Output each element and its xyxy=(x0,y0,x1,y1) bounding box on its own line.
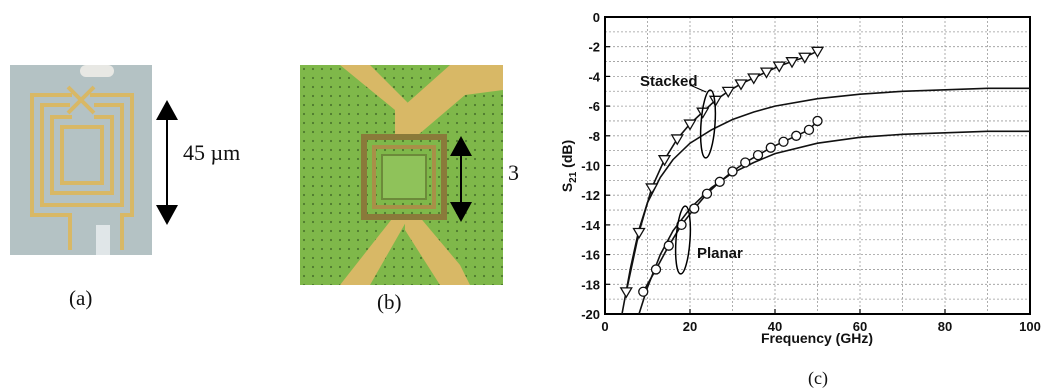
panel-label-c: (c) xyxy=(808,368,828,388)
measured-series xyxy=(619,46,825,299)
data-point-stacked xyxy=(798,52,812,64)
x-axis-title: Frequency (GHz) xyxy=(761,330,873,346)
model-curve-1 xyxy=(621,87,1030,315)
data-point-planar xyxy=(727,166,738,177)
micrograph-a-feed-bottom xyxy=(96,225,110,255)
data-point-planar xyxy=(765,142,776,153)
data-point-stacked xyxy=(708,95,723,107)
panel-label-a: (a) xyxy=(69,286,93,310)
y-axis-title: S21 (dB) xyxy=(559,140,579,192)
data-point-stacked xyxy=(619,287,633,299)
x-tick-label: 60 xyxy=(853,319,867,334)
x-tick-label: 0 xyxy=(601,319,608,334)
micrograph-b xyxy=(300,65,503,285)
x-tick-label: 20 xyxy=(683,319,697,334)
dimension-label-a: 45 µm xyxy=(183,140,241,165)
data-point-planar xyxy=(791,130,802,141)
micrograph-b-traces xyxy=(340,65,503,285)
y-tick-label: -2 xyxy=(588,40,600,55)
y-tick-label: -18 xyxy=(581,277,600,292)
data-point-stacked xyxy=(759,67,774,79)
y-tick-label: -14 xyxy=(581,218,601,233)
micrograph-b-coil xyxy=(361,134,447,220)
data-point-planar xyxy=(701,188,713,199)
y-tick-label: -16 xyxy=(581,248,600,263)
data-point-planar xyxy=(778,136,789,147)
stacked-callout-leader xyxy=(689,84,707,93)
x-tick-label: 100 xyxy=(1019,319,1041,334)
planar-callout-ellipse xyxy=(674,205,692,275)
dimension-arrow-b xyxy=(450,136,472,222)
data-point-planar xyxy=(803,124,815,136)
dimension-label-b: 3 xyxy=(508,160,519,185)
data-point-stacked xyxy=(645,183,659,195)
panel-label-b: (b) xyxy=(377,290,402,314)
data-point-stacked xyxy=(747,73,761,85)
data-point-stacked xyxy=(734,79,748,91)
micrograph-a-coil xyxy=(30,85,134,250)
series-line-planar xyxy=(642,120,819,293)
data-point-stacked xyxy=(810,46,825,58)
data-point-stacked xyxy=(721,86,735,99)
data-point-stacked xyxy=(657,155,672,167)
dimension-arrow-a xyxy=(156,100,178,225)
data-point-stacked xyxy=(785,57,799,69)
data-point-planar xyxy=(638,286,649,297)
y-tick-label: -6 xyxy=(588,99,600,114)
data-point-stacked xyxy=(683,119,697,131)
y-tick-label: -8 xyxy=(588,129,600,144)
data-point-stacked xyxy=(670,134,684,146)
y-tick-label: -4 xyxy=(588,69,600,84)
model-curves xyxy=(621,87,1030,315)
data-point-planar xyxy=(740,157,751,168)
model-curve-2 xyxy=(638,130,1030,315)
micrograph-a-pad-top xyxy=(80,65,114,77)
stacked-callout-ellipse xyxy=(699,89,717,159)
y-tick-label: -12 xyxy=(581,188,600,203)
data-point-planar xyxy=(752,149,764,161)
series-label-stacked: Stacked xyxy=(640,73,698,90)
data-point-planar xyxy=(663,240,674,251)
data-point-planar xyxy=(812,115,823,127)
tick-labels: 0 20 40 60 80 100 0 -2 -4 -6 -8 -10 -12 -14 -16 -18 -20 xyxy=(581,10,1041,334)
micrograph-a xyxy=(10,65,152,255)
y-tick-label: -20 xyxy=(581,307,600,322)
data-point-planar xyxy=(689,203,700,214)
series-label-planar: Planar xyxy=(697,245,743,262)
data-point-stacked xyxy=(632,227,646,240)
x-tick-label: 40 xyxy=(768,319,782,334)
x-tick-label: 80 xyxy=(938,319,952,334)
data-point-planar xyxy=(650,264,662,275)
data-point-planar xyxy=(714,176,725,187)
y-tick-label: -10 xyxy=(581,159,600,174)
y-tick-label: 0 xyxy=(593,10,600,25)
data-point-stacked xyxy=(772,61,786,73)
